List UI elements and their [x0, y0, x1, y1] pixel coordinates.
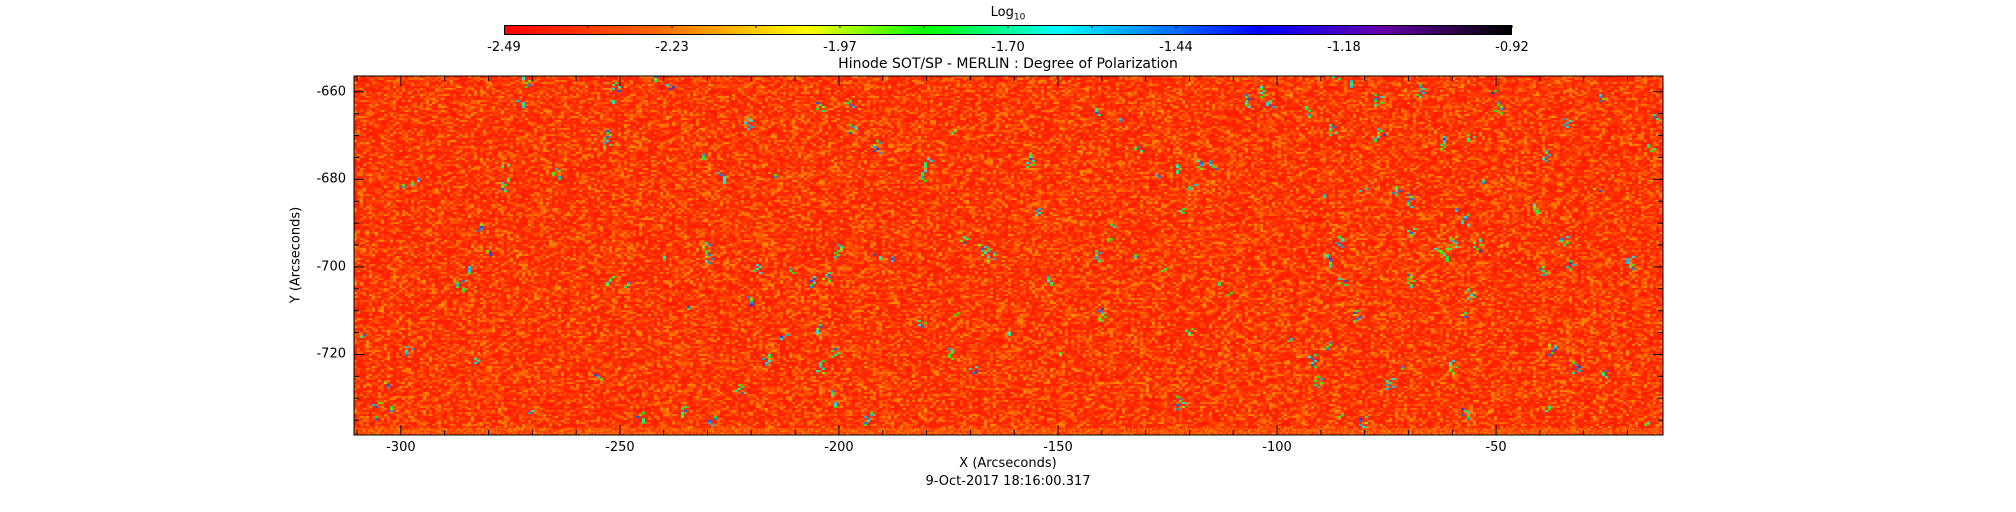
x-tick-label: -250 [605, 440, 635, 455]
y-axis-label: Y (Arcseconds) [288, 206, 304, 304]
x-tick-label: -200 [824, 440, 854, 455]
chart-title: Hinode SOT/SP - MERLIN : Degree of Polar… [838, 56, 1178, 72]
x-tick-label: -100 [1262, 440, 1292, 455]
colorbar-tick-label: -1.97 [823, 40, 857, 55]
x-tick-label: -50 [1485, 440, 1507, 455]
date-label: 9-Oct-2017 18:16:00.317 [925, 474, 1091, 489]
plot-frame [353, 75, 1664, 436]
colorbar-tick-label: -2.49 [487, 40, 521, 55]
colorbar-ticks [504, 25, 1513, 28]
y-tick-label: -660 [316, 84, 346, 100]
colorbar-tick-label: -1.70 [991, 40, 1025, 55]
x-tick-label: -150 [1043, 440, 1073, 455]
x-tick-label: -300 [386, 440, 416, 455]
colorbar-label-sub: 10 [1013, 12, 1026, 23]
x-axis-label: X (Arcseconds) [959, 456, 1057, 471]
colorbar-tick-label: -1.44 [1159, 40, 1193, 55]
heatmap-image [354, 76, 1663, 435]
colorbar-label: Log [990, 5, 1014, 20]
colorbar-title: Log10 [991, 5, 1026, 23]
y-tick-label: -720 [316, 346, 346, 362]
heatmap-area [354, 76, 1663, 435]
colorbar-tick-label: -1.18 [1327, 40, 1361, 55]
colorbar-tick-label: -0.92 [1495, 40, 1529, 55]
y-tick-label: -680 [316, 171, 346, 187]
colorbar-tick-label: -2.23 [655, 40, 689, 55]
y-tick-label: -700 [316, 259, 346, 275]
